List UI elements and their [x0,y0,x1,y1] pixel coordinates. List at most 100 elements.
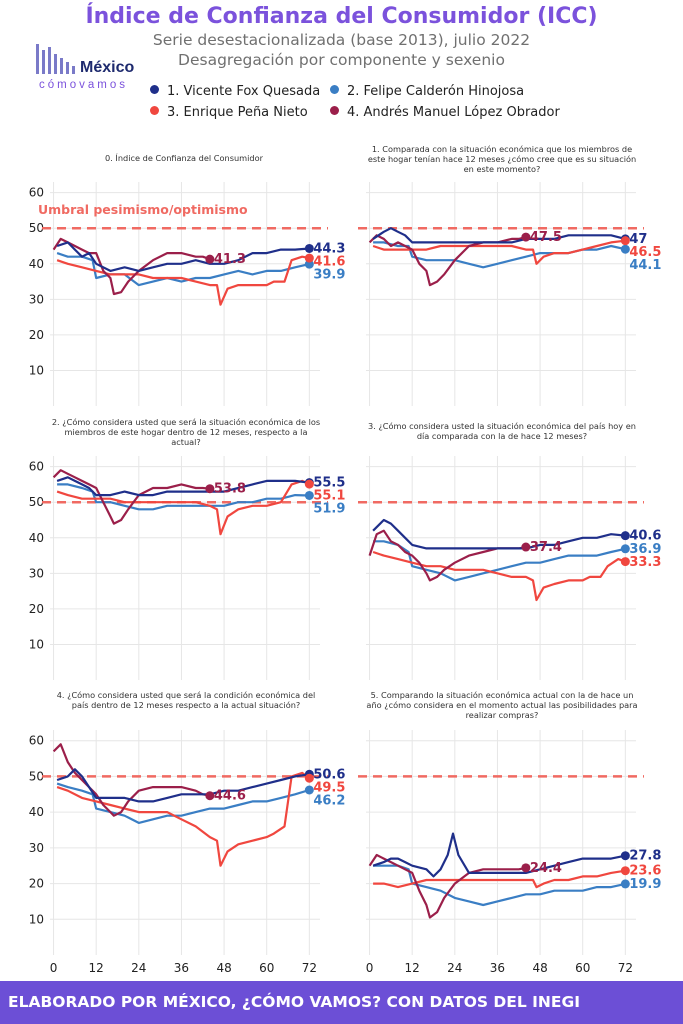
end-label-fox: 44.3 [313,241,345,256]
y-tick-label: 10 [29,912,44,926]
x-tick-label: 36 [174,961,189,975]
legend: 1. Vicente Fox Quesada 2. Felipe Calderó… [150,84,570,124]
end-point-calderon [620,544,630,554]
series-line-calderon [56,782,310,824]
footer-credit: ELABORADO POR MÉXICO, ¿CÓMO VAMOS? CON D… [0,981,683,1024]
series-line-calderon [56,252,310,287]
x-tick-label: 36 [490,961,505,975]
y-tick-label: 30 [29,841,44,855]
end-point-pena [620,236,630,246]
legend-label: 2. Felipe Calderón Hinojosa [347,84,525,99]
y-tick-label: 40 [29,805,44,819]
end-point-amlo [521,232,531,242]
end-point-fox [304,243,314,253]
x-tick-label: 60 [575,961,590,975]
legend-item: 1. Vicente Fox Quesada [150,84,320,99]
y-tick-label: 30 [29,292,44,306]
legend-label: 4. Andrés Manuel López Obrador [347,105,560,120]
end-label-fox: 50.6 [313,767,345,782]
panel-title-1: 1. Comparada con la situación económica … [367,144,637,174]
series-line-amlo [368,853,527,919]
x-tick-label: 48 [216,961,231,975]
x-tick-label: 0 [366,961,374,975]
y-tick-label: 30 [29,566,44,580]
y-tick-label: 10 [29,637,44,651]
y-tick-label: 60 [29,186,44,200]
end-point-pena [304,479,314,489]
series-line-amlo [52,743,211,817]
end-label-amlo: 37.4 [530,540,562,555]
series-line-fox [372,518,626,550]
panel-title-4: 4. ¿Cómo considera usted que será la con… [56,690,316,710]
end-point-amlo [521,863,531,873]
x-tick-label: 12 [405,961,420,975]
end-label-calderon: 39.9 [313,267,345,282]
end-label-pena: 33.3 [629,555,661,570]
page-subtitle: Serie desestacionalizada (base 2013), ju… [152,31,531,49]
end-point-amlo [205,254,215,264]
end-label-calderon: 46.2 [313,793,345,808]
page-title: Índice de Confianza del Consumidor (ICC) [85,4,598,29]
series-line-pena [56,479,310,536]
x-tick-label: 60 [259,961,274,975]
end-point-calderon [304,490,314,500]
series-line-fox [56,241,310,272]
y-tick-label: 60 [29,460,44,474]
y-tick-label: 50 [29,495,44,509]
series-line-fox [56,476,310,497]
chart-panels: 10 20 30 40 50 60 Umbral pesimismo/optimismo 44… [29,182,661,975]
x-tick-label: 48 [532,961,547,975]
y-tick-label: 20 [29,602,44,616]
series-line-fox [372,227,626,244]
end-point-fox [620,531,630,541]
end-point-amlo [205,791,215,801]
legend-item: 4. Andrés Manuel López Obrador [330,105,560,120]
end-label-calderon: 19.9 [629,877,661,892]
end-point-fox [620,851,630,861]
panel-title-5: 5. Comparando la situación económica act… [366,690,638,720]
end-label-fox: 47 [629,232,647,247]
series-line-amlo [52,469,211,525]
logo-bars-icon [36,40,84,74]
end-label-calderon: 51.9 [313,502,345,517]
end-label-amlo: 41.3 [214,252,246,267]
y-tick-label: 50 [29,221,44,235]
x-tick-label: 24 [447,961,462,975]
threshold-label: Umbral pesimismo/optimismo [38,202,248,217]
legend-item: 3. Enrique Peña Nieto [150,105,308,120]
y-tick-label: 20 [29,328,44,342]
legend-dot-icon [150,85,159,94]
end-point-amlo [205,484,215,494]
end-label-pena: 46.5 [629,245,661,260]
end-label-amlo: 44.6 [214,789,246,804]
y-tick-label: 40 [29,531,44,545]
y-tick-label: 60 [29,734,44,748]
legend-item: 2. Felipe Calderón Hinojosa [330,84,524,99]
end-label-amlo: 47.5 [530,230,562,245]
end-label-amlo: 24.4 [530,861,562,876]
end-label-fox: 40.6 [629,529,661,544]
logo-name: México [80,59,135,76]
end-point-pena [620,557,630,567]
end-point-amlo [521,542,531,552]
logo-tagline: cómovamos [39,79,128,91]
x-tick-label: 12 [89,961,104,975]
end-label-pena: 23.6 [629,864,661,879]
series-line-pena [56,771,310,867]
end-label-fox: 55.5 [313,476,345,491]
end-label-amlo: 53.8 [214,482,246,497]
x-tick-label: 0 [50,961,58,975]
panel-title-0: 0. Índice de Confianza del Consumidor [105,153,263,163]
panel-title-2: 2. ¿Cómo considera usted que será la sit… [51,417,321,447]
series-line-pena [372,239,626,265]
end-label-calderon: 36.9 [629,542,661,557]
end-point-pena [304,253,314,263]
legend-dot-icon [330,85,339,94]
end-point-pena [620,866,630,876]
legend-label: 1. Vicente Fox Quesada [167,84,321,99]
legend-dot-icon [150,106,159,115]
series-line-fox [372,832,626,878]
end-point-calderon [304,785,314,795]
x-tick-label: 72 [302,961,317,975]
end-label-pena: 55.1 [313,489,345,504]
